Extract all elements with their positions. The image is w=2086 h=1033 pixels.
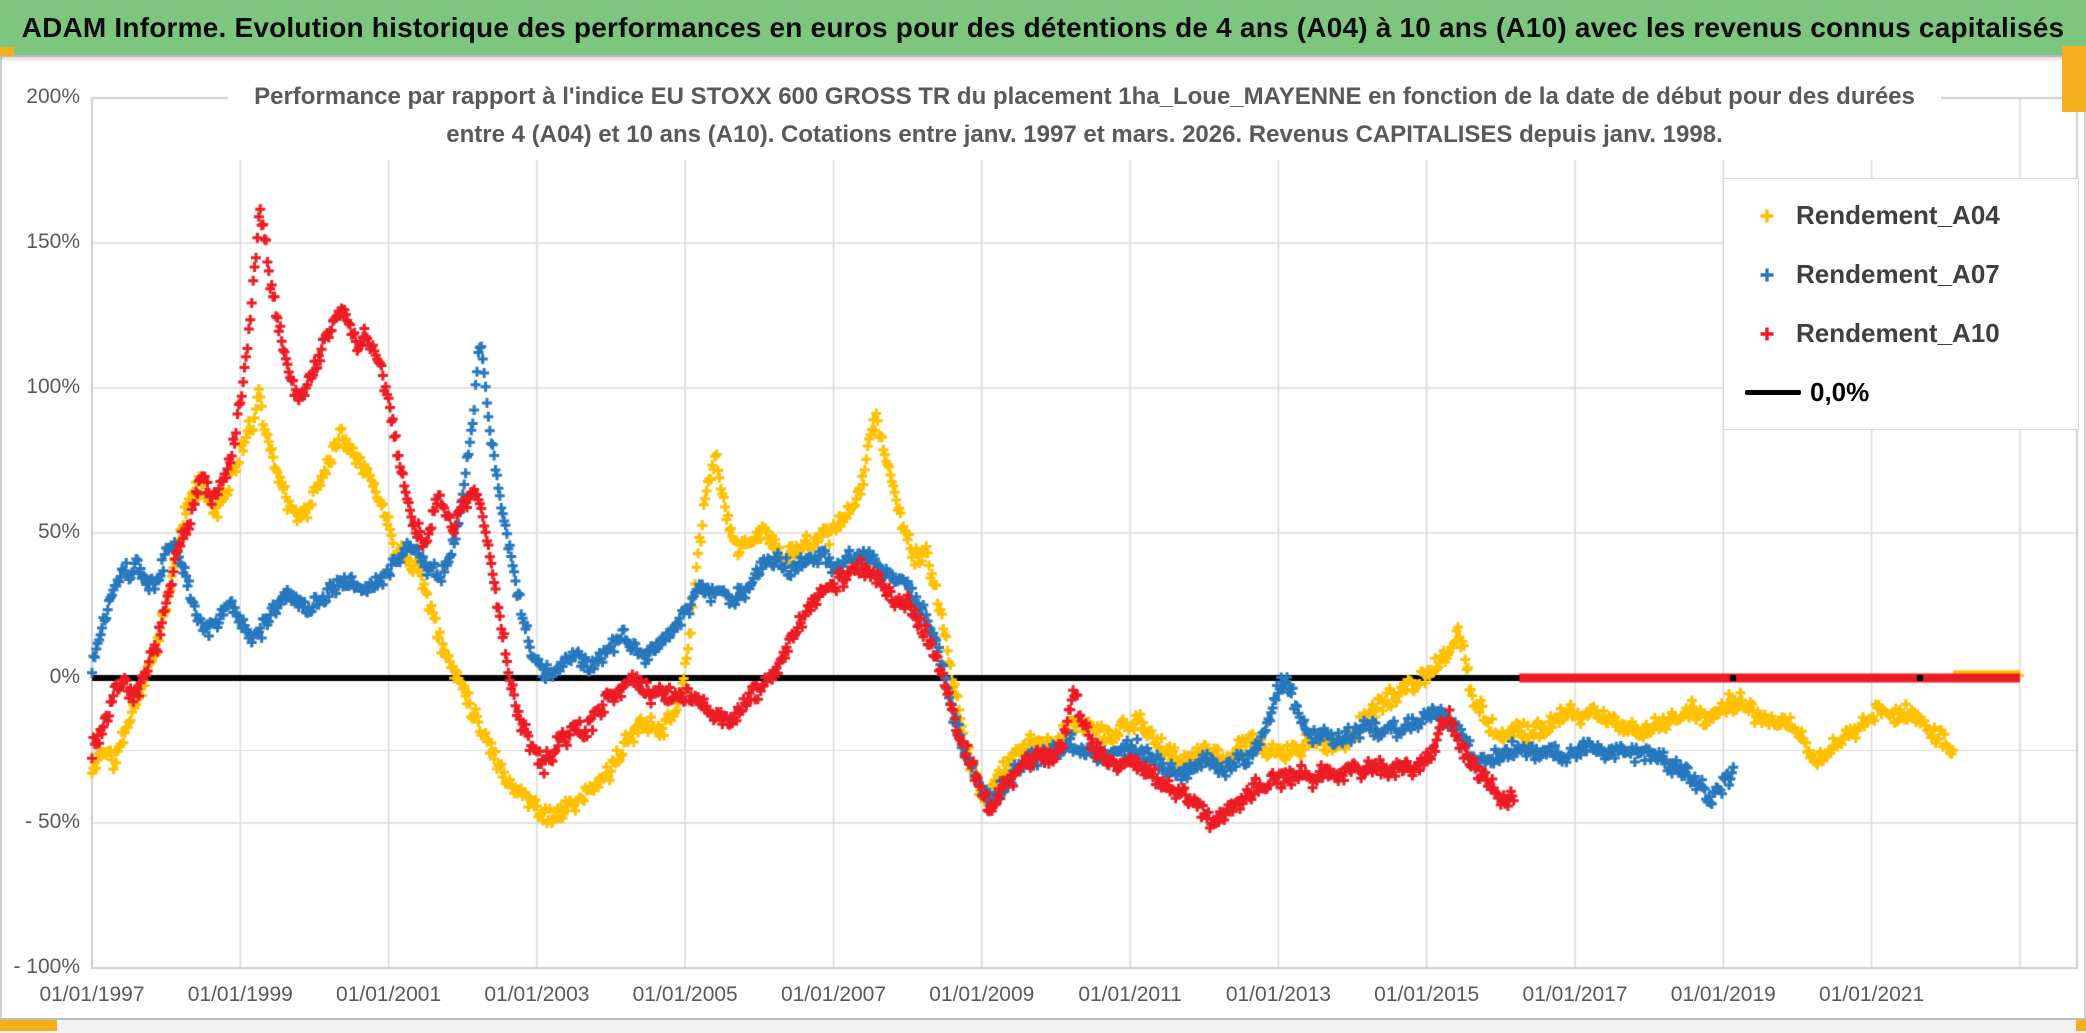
y-axis-label: 100% (26, 375, 80, 398)
app-header: ADAM Informe. Evolution historique des p… (0, 0, 2086, 57)
x-axis-label: 01/01/2005 (632, 983, 738, 1006)
legend-item-rendement-a10[interactable]: Rendement_A10 (1724, 304, 2078, 363)
legend-item-0-0-[interactable]: 0,0% (1724, 363, 2078, 422)
plus-marker-icon (1738, 266, 1796, 284)
corner-accent-bottom-right (2076, 1020, 2086, 1031)
corner-accent-top-right (2062, 46, 2086, 112)
window-bottom-strip (0, 1018, 2086, 1033)
x-axis-label: 01/01/2015 (1374, 983, 1480, 1006)
x-axis-label: 01/01/1999 (187, 983, 293, 1006)
legend-label: 0,0% (1810, 377, 1870, 407)
y-axis-label: 0% (49, 665, 80, 688)
x-axis-label: 01/01/2007 (780, 983, 887, 1006)
line-marker-icon (1738, 390, 1808, 395)
plus-marker-icon (1738, 207, 1796, 225)
y-axis-label: 50% (37, 520, 80, 543)
window-edge-left (0, 55, 2, 1021)
x-axis-label: 01/01/2009 (929, 983, 1035, 1006)
x-axis-label: 01/01/2003 (484, 983, 590, 1006)
corner-accent-bottom-left (0, 1020, 57, 1031)
x-axis-label: 01/01/2013 (1225, 983, 1331, 1006)
plus-marker-icon (1738, 325, 1796, 343)
y-axis-label: 150% (26, 230, 80, 253)
legend-label: Rendement_A10 (1796, 318, 2000, 348)
x-axis-label: 01/01/1997 (39, 983, 145, 1006)
legend-label: Rendement_A04 (1796, 200, 2000, 230)
chart-legend[interactable]: Rendement_A04 Rendement_A07 Rendement_A10 0… (1723, 178, 2079, 430)
x-axis-label: 01/01/2019 (1670, 983, 1776, 1006)
y-axis-label: 200% (26, 85, 80, 108)
y-axis-label: - 50% (25, 810, 80, 833)
legend-item-rendement-a07[interactable]: Rendement_A07 (1724, 245, 2078, 304)
x-axis-label: 01/01/2011 (1078, 983, 1182, 1006)
x-axis-label: 01/01/2001 (336, 983, 442, 1006)
x-axis-label: 01/01/2017 (1522, 983, 1628, 1006)
page-title: ADAM Informe. Evolution historique des p… (21, 11, 2065, 43)
window-edge-right (2084, 55, 2086, 1021)
x-axis-label: 01/01/2021 (1819, 983, 1925, 1006)
legend-item-rendement-a04[interactable]: Rendement_A04 (1724, 186, 2078, 245)
y-axis-label: - 100% (13, 955, 80, 978)
corner-accent-top-left (0, 47, 14, 56)
legend-label: Rendement_A07 (1796, 259, 2000, 289)
